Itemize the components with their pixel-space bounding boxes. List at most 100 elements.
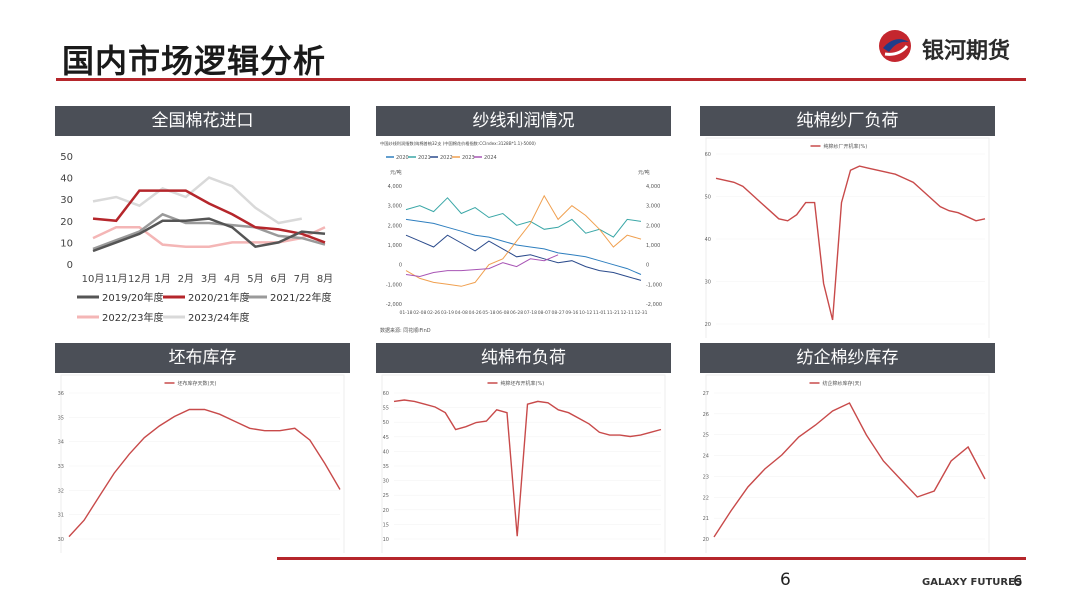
y-tick-label-right: 3,000 (646, 204, 660, 210)
y-tick-label: 50 (705, 195, 711, 201)
series-line (393, 399, 662, 537)
legend-label: 2020 (396, 155, 409, 161)
legend-label: 纺企棉纱库存(天) (823, 380, 862, 387)
y-tick-label: 23 (703, 474, 709, 480)
y-tick-label: 40 (60, 174, 73, 185)
panel-header: 全国棉花进口 (55, 106, 350, 136)
x-tick-label: 10-12 (579, 310, 592, 316)
x-tick-label: 02-08 (413, 310, 426, 316)
legend-label: 2019/20年度 (102, 291, 164, 304)
header-divider (56, 78, 1026, 81)
series-line (713, 402, 986, 538)
x-tick-label: 09-16 (565, 310, 578, 316)
series-line (405, 197, 642, 238)
x-tick-label: 3月 (201, 273, 217, 285)
panel-header: 纯棉布负荷 (376, 343, 671, 373)
y-tick-label: 24 (703, 454, 709, 460)
y-tick-label: -2,000 (386, 302, 402, 308)
series-line (92, 212, 326, 251)
panel-grey-cloth-inventory: 坯布库存 36 35 34 33 32 31 30 坯布库存天数(天) (55, 343, 350, 553)
y-tick-label: 2,000 (388, 223, 402, 229)
brand-name: 银河期货 (922, 39, 1011, 64)
yarn-profit-chart: 中国纱线利润指数(纯棉普梳32支 (中国棉花价格指数:CCIndex:3128B… (380, 140, 662, 334)
cotton-cloth-load-chart: 60 55 50 45 40 35 30 25 20 15 10 纯棉坯布开机率(%) (381, 374, 666, 553)
x-tick-label: 12月 (128, 273, 151, 285)
x-tick-label: 04-08 (455, 310, 468, 316)
y-tick-label-right: -2,000 (646, 302, 662, 308)
y-tick-label: 60 (383, 391, 389, 397)
y-tick-label-right: 1,000 (646, 243, 660, 249)
legend-label: 2023/24年度 (188, 311, 250, 324)
x-tick-label: 7月 (294, 273, 310, 285)
series-line (92, 176, 303, 225)
legend-label: 2022 (440, 155, 453, 161)
y-tick-label: 34 (58, 440, 64, 446)
y-tick-label: 21 (703, 516, 709, 522)
y-tick-label: 3,000 (388, 204, 402, 210)
x-tick-label: 2月 (178, 273, 194, 285)
galaxy-futures-logo (879, 30, 911, 62)
chart-frame (60, 374, 345, 553)
y-tick-label-right: -1,000 (646, 282, 662, 288)
y-tick-label: 55 (383, 406, 389, 412)
page-title: 国内市场逻辑分析 (62, 42, 327, 80)
x-tick-label: 11-21 (607, 310, 620, 316)
x-tick-label: 03-19 (441, 310, 454, 316)
x-tick-label: 8月 (317, 273, 333, 285)
y-tick-label: 60 (705, 152, 711, 158)
x-tick-label: 04-26 (469, 310, 482, 316)
y-tick-label: 22 (703, 495, 709, 501)
footer-brand: GALAXY FUTURES (922, 577, 1023, 588)
y-tick-label: 10 (383, 537, 389, 543)
x-tick-label: 05-18 (482, 310, 495, 316)
legend-label: 2021 (418, 155, 431, 161)
x-tick-label: 11月 (105, 273, 128, 285)
x-tick-label: 08-27 (552, 310, 565, 316)
y-tick-label: 20 (60, 217, 73, 228)
unit-left: 元/吨 (390, 169, 402, 176)
y-tick-label: 30 (58, 537, 64, 543)
grey-cloth-inventory-chart: 36 35 34 33 32 31 30 坯布库存天数(天) (58, 374, 345, 553)
x-tick-label: 06-28 (510, 310, 523, 316)
page-number: 6 (780, 570, 791, 590)
legend-label: 2023 (462, 155, 475, 161)
y-tick-label: 36 (58, 391, 64, 397)
y-tick-label: 10 (60, 238, 73, 249)
y-tick-label-right: 0 (646, 263, 649, 269)
series-line (92, 217, 326, 253)
panel-yarn-mill-load: 纯棉纱厂负荷 60 50 40 30 20 纯棉纱厂开机率(%) (700, 106, 995, 338)
series-line (405, 194, 642, 287)
panel-spinning-yarn-inventory: 纺企棉纱库存 27 26 25 24 23 22 21 20 纺企棉纱库存(天) (700, 343, 995, 553)
panel-yarn-profit: 纱线利润情况 中国纱线利润指数(纯棉普梳32支 (中国棉花价格指数:CCInde… (376, 106, 671, 336)
y-tick-label: 20 (703, 537, 709, 543)
chart-subtitle: 中国纱线利润指数(纯棉普梳32支 (中国棉花价格指数:CCIndex:3128B… (380, 140, 536, 147)
x-tick-label: 1月 (154, 273, 170, 285)
y-tick-label: 50 (383, 420, 389, 426)
x-tick-label: 12-11 (621, 310, 634, 316)
yarn-mill-load-chart: 60 50 40 30 20 纯棉纱厂开机率(%) (705, 137, 990, 338)
x-tick-label: 12-31 (634, 310, 647, 316)
footer-divider (277, 557, 1026, 560)
cotton-import-chart: 0 10 20 30 40 50 10月 11月 12月 1月 2月 3月 4月 5月 6月 7月 8月 2019… (60, 152, 333, 324)
y-tick-label: 20 (705, 322, 711, 328)
x-tick-label: 10月 (82, 273, 105, 285)
y-tick-label: 0 (67, 260, 73, 271)
chart-frame (705, 137, 990, 338)
y-tick-label: 32 (58, 488, 64, 494)
panel-header: 坯布库存 (55, 343, 350, 373)
legend-label: 坯布库存天数(天) (178, 380, 217, 387)
y-tick-label: 45 (383, 435, 389, 441)
legend-label: 2020/21年度 (188, 291, 250, 304)
y-tick-label: 26 (703, 412, 709, 418)
x-tick-label: 02-26 (427, 310, 440, 316)
legend-label: 2024 (484, 155, 497, 161)
chart-source: 数据来源: 同花顺iFinD (380, 327, 431, 334)
spinning-yarn-inventory-chart: 27 26 25 24 23 22 21 20 纺企棉纱库存(天) (703, 374, 990, 553)
legend-label: 2021/22年度 (270, 291, 332, 304)
x-tick-label: 08-07 (538, 310, 551, 316)
y-tick-label: -1,000 (386, 282, 402, 288)
x-tick-label: 5月 (247, 273, 263, 285)
unit-right: 元/吨 (638, 169, 650, 176)
panel-header: 纯棉纱厂负荷 (700, 106, 995, 136)
panel-cotton-import: 全国棉花进口 0 10 20 30 40 50 10月 11月 12月 1月 2月 3月 4月 5月 6月 7… (55, 106, 350, 331)
